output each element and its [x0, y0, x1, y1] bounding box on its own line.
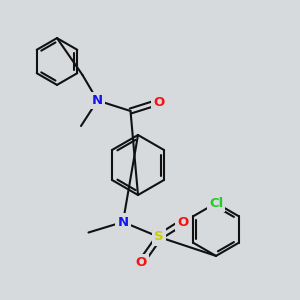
- Text: O: O: [177, 215, 189, 229]
- Text: N: N: [92, 94, 103, 107]
- Text: N: N: [117, 215, 129, 229]
- Text: O: O: [153, 95, 165, 109]
- Text: Cl: Cl: [209, 196, 223, 210]
- Text: O: O: [135, 256, 147, 269]
- Text: S: S: [154, 230, 164, 244]
